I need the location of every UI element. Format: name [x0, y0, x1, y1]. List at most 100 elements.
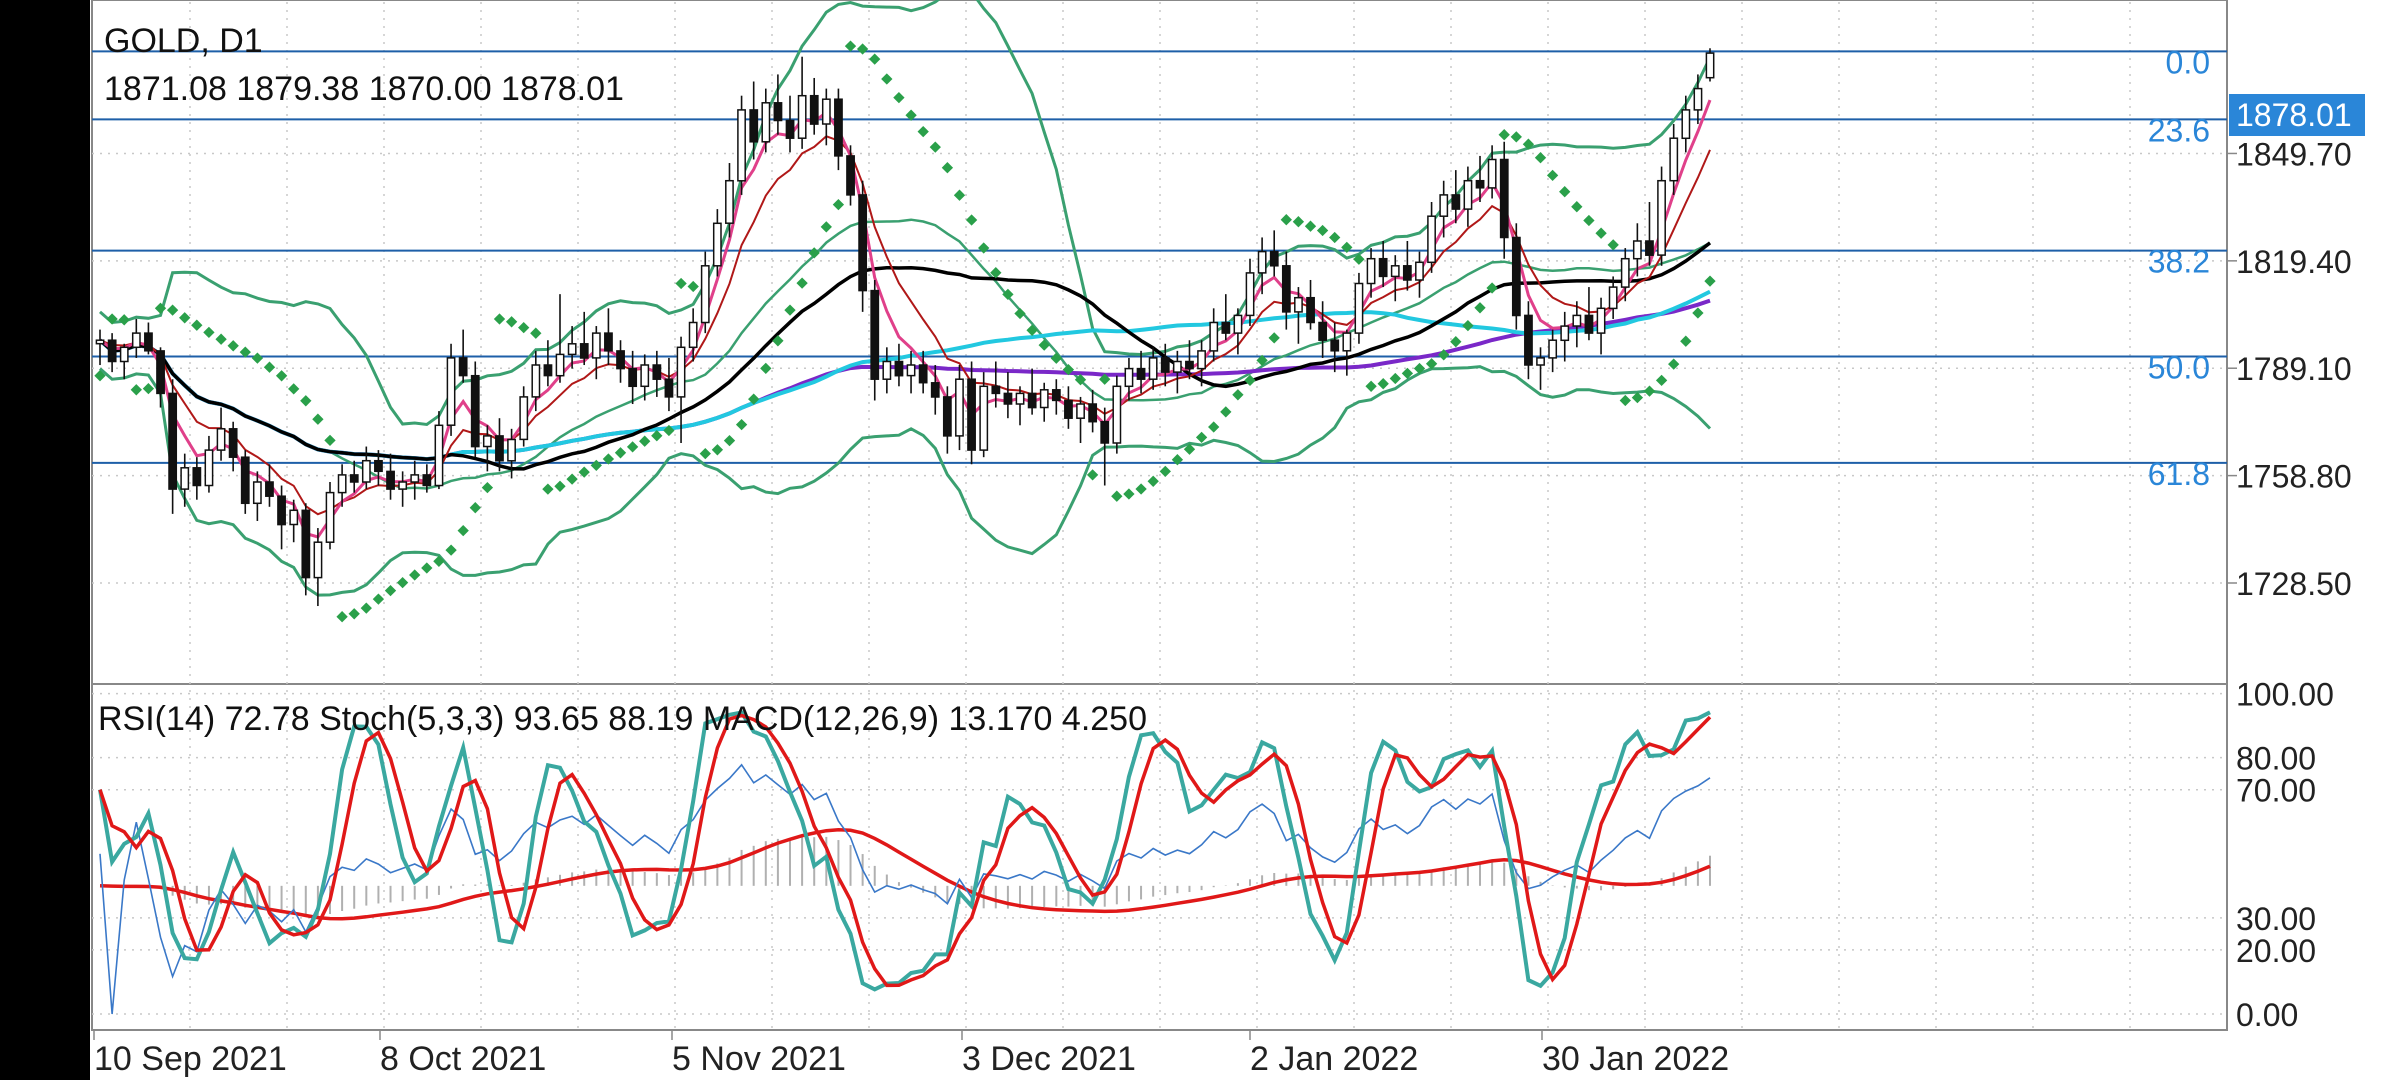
- psar-dot: [1510, 131, 1522, 143]
- candle-bullish: [1354, 282, 1364, 334]
- psar-dot: [154, 302, 167, 314]
- psar-dot: [796, 277, 808, 289]
- candle-bearish: [1645, 240, 1654, 256]
- psar-dot: [1244, 374, 1256, 387]
- psar-dot: [409, 569, 421, 581]
- candle-bullish: [337, 474, 347, 494]
- psar-dot: [542, 483, 554, 495]
- psar-dot: [602, 453, 615, 465]
- candle-bearish: [930, 382, 940, 398]
- psar-dot: [1062, 363, 1075, 376]
- candle-bearish: [918, 364, 928, 384]
- candle-bullish: [955, 378, 964, 437]
- candle-bullish: [1197, 350, 1206, 370]
- candle-bearish: [1100, 420, 1110, 444]
- psar-dot: [1571, 201, 1583, 213]
- candle-bullish: [1560, 325, 1570, 342]
- candle-bullish: [1015, 392, 1025, 405]
- candle-bullish: [482, 435, 492, 448]
- oscillator-tick-label: 0.00: [2236, 997, 2298, 1033]
- candle-bearish: [1306, 296, 1315, 324]
- psar-dot: [1038, 339, 1050, 351]
- psar-dot: [1546, 169, 1559, 182]
- candle-bullish: [1487, 158, 1497, 189]
- psar-dot: [1607, 239, 1619, 251]
- psar-dot: [723, 434, 736, 447]
- candle-bearish: [579, 343, 589, 359]
- candle-bearish: [495, 435, 504, 462]
- candle-bullish: [1657, 179, 1666, 256]
- psar-dot: [1220, 406, 1232, 418]
- candle-bearish: [1318, 321, 1328, 341]
- candle-bullish: [821, 98, 831, 125]
- psar-dot: [1329, 231, 1341, 244]
- psar-dot: [191, 319, 203, 331]
- psar-dot: [1462, 319, 1474, 332]
- psar-dot: [1159, 465, 1171, 478]
- psar-dot: [1498, 129, 1510, 141]
- psar-dot: [1014, 307, 1026, 320]
- psar-dot: [1438, 349, 1450, 361]
- candle-bearish: [277, 495, 286, 526]
- psar-dot: [1268, 332, 1280, 344]
- psar-dot: [1341, 241, 1353, 254]
- candle-bearish: [422, 474, 432, 487]
- candle-bearish: [1511, 236, 1521, 317]
- psar-dot: [1377, 378, 1389, 390]
- candle-bullish: [1536, 357, 1545, 366]
- candle-bearish: [1402, 265, 1412, 281]
- candle-bearish: [349, 474, 359, 483]
- psar-dot: [227, 340, 239, 352]
- candle-bearish: [168, 392, 178, 490]
- psar-dot: [1655, 374, 1668, 387]
- candle-bearish: [1160, 357, 1170, 373]
- stoch-d-line: [98, 713, 1712, 988]
- candle-bullish: [1596, 307, 1606, 334]
- candle-bullish: [398, 481, 408, 490]
- candle-bearish: [1088, 403, 1098, 423]
- psar-dot: [663, 424, 675, 437]
- candle-bullish: [1632, 240, 1642, 260]
- psar-dot: [130, 384, 142, 396]
- candle-bullish: [688, 321, 698, 349]
- candle-bullish: [567, 343, 577, 356]
- price-tick-label: 1819.40: [2236, 244, 2352, 280]
- psar-dot: [1304, 220, 1317, 232]
- oscillator-series: [98, 710, 1712, 1015]
- candle-bullish: [906, 364, 916, 377]
- candle-bullish: [1342, 332, 1352, 352]
- psar-dot: [1413, 362, 1426, 375]
- candle-bullish: [325, 491, 335, 543]
- candle-bullish: [95, 339, 105, 345]
- time-tick-label: 2 Jan 2022: [1250, 1040, 1418, 1078]
- psar-dot: [1099, 373, 1111, 385]
- candle-bullish: [1669, 137, 1679, 182]
- candle-bullish: [434, 424, 444, 487]
- psar-dot: [203, 326, 215, 339]
- candle-bearish: [265, 481, 274, 497]
- candle-bearish: [1185, 360, 1194, 370]
- psar-dot: [1280, 214, 1292, 226]
- time-axis: 10 Sep 2021 8 Oct 2021 5 Nov 2021 3 Dec 202…: [93, 1030, 1729, 1078]
- candle-bearish: [834, 98, 843, 157]
- candle-bearish: [1475, 179, 1485, 189]
- psar-dot: [1680, 335, 1692, 347]
- candle-bullish: [700, 265, 710, 324]
- symbol-title: GOLD, D1: [104, 22, 263, 60]
- candle-bullish: [1233, 314, 1243, 334]
- candle-bearish: [1524, 314, 1533, 366]
- candle-bullish: [737, 109, 746, 182]
- psar-dot: [566, 473, 578, 485]
- psar-dot: [166, 304, 179, 316]
- psar-dot: [1195, 431, 1208, 444]
- candle-bullish: [1705, 52, 1715, 79]
- psar-dot: [1474, 302, 1486, 314]
- candle-bullish: [119, 346, 129, 363]
- fib-level-label: 38.2: [2148, 244, 2210, 280]
- psar-dot: [856, 43, 869, 55]
- psar-dot: [772, 335, 784, 347]
- psar-dot: [288, 383, 300, 395]
- candle-bullish: [531, 364, 541, 398]
- candle-bullish: [1620, 257, 1630, 288]
